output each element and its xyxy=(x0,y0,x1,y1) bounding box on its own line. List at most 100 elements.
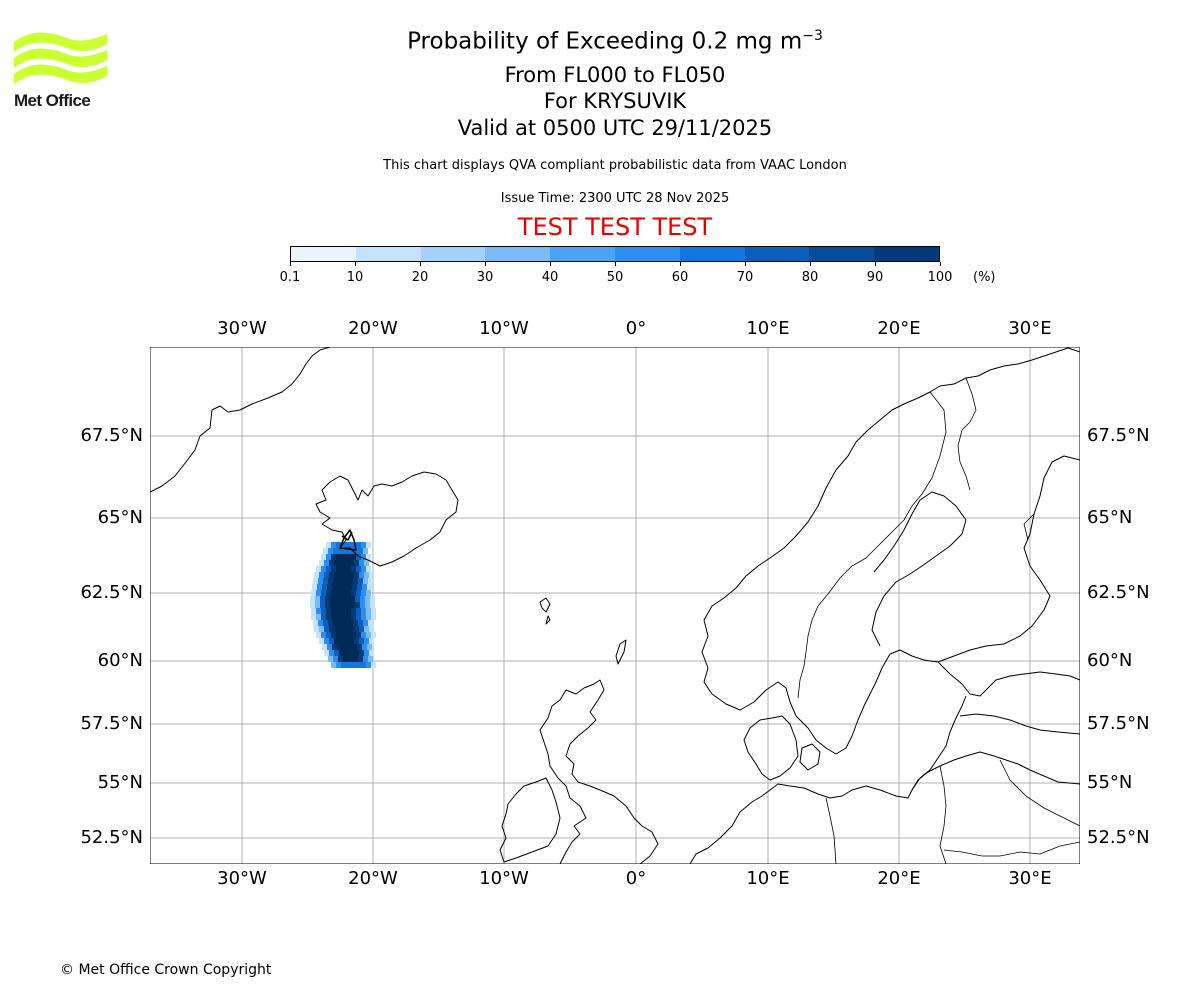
plume-cell xyxy=(313,578,318,584)
plume-cell xyxy=(359,626,364,632)
plume-cell xyxy=(368,656,373,662)
plume-cell xyxy=(356,608,361,614)
plume-cell xyxy=(326,542,331,548)
plume-cell xyxy=(310,602,315,608)
plume-cell xyxy=(356,614,361,620)
plume-cell xyxy=(349,638,354,644)
plume-cell xyxy=(321,554,326,560)
plume-cell xyxy=(362,584,367,590)
plume-cell xyxy=(358,656,363,662)
plume-cell xyxy=(316,566,321,572)
coast-zealand xyxy=(799,743,821,771)
plume-cell xyxy=(320,602,325,608)
plume-cell xyxy=(342,644,347,650)
plume-cell xyxy=(351,632,356,638)
plume-cell xyxy=(356,542,361,548)
plume-cell xyxy=(339,650,344,656)
plume-cell xyxy=(336,542,341,548)
plume-cell xyxy=(326,608,331,614)
chart-title-text: Probability of Exceeding 0.2 mg m xyxy=(407,28,803,55)
plume-cell xyxy=(366,590,371,596)
plume-cell xyxy=(366,662,371,668)
plume-cell xyxy=(333,578,338,584)
plume-cell xyxy=(362,644,367,650)
plume-cell xyxy=(353,620,358,626)
plume-cell xyxy=(369,626,374,632)
plume-cell xyxy=(321,614,326,620)
coast-continental-europe xyxy=(689,751,1080,864)
plume-cell xyxy=(341,566,346,572)
colorbar-tick-label: 90 xyxy=(866,270,884,285)
longitude-label-bottom: 20°W xyxy=(348,868,398,889)
plume-cell xyxy=(343,578,348,584)
plume-cell xyxy=(336,554,341,560)
plume-cell xyxy=(364,650,369,656)
colorbar-tick-label: 40 xyxy=(541,270,559,285)
coast-great-britain xyxy=(539,679,659,864)
latitude-label-left: 62.5°N xyxy=(80,582,143,603)
plume-cell xyxy=(312,584,317,590)
latitude-label-right: 67.5°N xyxy=(1087,425,1150,446)
plume-cell xyxy=(364,626,369,632)
border-poland-east xyxy=(939,765,947,864)
plume-cell xyxy=(346,632,351,638)
plume-cell xyxy=(326,590,331,596)
plume-cell xyxy=(316,608,321,614)
plume-cell xyxy=(339,626,344,632)
plume-cell xyxy=(359,560,364,566)
plume-cell xyxy=(367,584,372,590)
plume-cell xyxy=(343,656,348,662)
coast-gulf-of-bothnia xyxy=(871,519,967,647)
plume-cell xyxy=(361,614,366,620)
plume-cell xyxy=(348,578,353,584)
gridlines xyxy=(150,347,1080,864)
border-russia-south xyxy=(999,759,1080,827)
longitude-label-top: 30°E xyxy=(1008,318,1052,339)
plume-cell xyxy=(326,566,331,572)
plume-cell xyxy=(360,596,365,602)
plume-cell xyxy=(331,632,336,638)
plume-cell xyxy=(328,578,333,584)
plume-cell xyxy=(324,638,329,644)
plume-cell xyxy=(358,620,363,626)
plume-cell xyxy=(363,656,368,662)
plume-cell xyxy=(368,578,373,584)
chart-title-exponent: −3 xyxy=(802,28,823,44)
plume-cell xyxy=(357,644,362,650)
plume-cell xyxy=(339,560,344,566)
plume-cell xyxy=(366,608,371,614)
plume-cell xyxy=(359,638,364,644)
plume-cell xyxy=(329,638,334,644)
plume-cell xyxy=(331,662,336,668)
valid-time: Valid at 0500 UTC 29/11/2025 xyxy=(457,116,773,140)
latitude-label-left: 65°N xyxy=(97,507,143,528)
plume-cell xyxy=(324,650,329,656)
plume-cell xyxy=(330,602,335,608)
colorbar-tickmark xyxy=(615,262,616,266)
plume-cell xyxy=(349,560,354,566)
plume-cell xyxy=(357,584,362,590)
plume-cell xyxy=(349,572,354,578)
plume-cell xyxy=(341,590,346,596)
plume-cell xyxy=(322,644,327,650)
plume-cell xyxy=(325,596,330,602)
probability-colorbar xyxy=(290,246,940,262)
plume-cell xyxy=(319,572,324,578)
longitude-label-bottom: 20°E xyxy=(877,868,921,889)
plume-cell xyxy=(358,578,363,584)
flight-level-range: From FL000 to FL050 xyxy=(504,63,726,87)
plume-cell xyxy=(371,608,376,614)
plume-cell xyxy=(356,566,361,572)
colorbar-tickmark xyxy=(290,262,291,266)
longitude-label-top: 0° xyxy=(625,318,647,339)
plume-cell xyxy=(363,620,368,626)
plume-cell xyxy=(343,548,348,554)
plume-cell xyxy=(326,632,331,638)
plume-cell xyxy=(329,626,334,632)
longitude-label-top: 20°W xyxy=(348,318,398,339)
plume-cell xyxy=(315,602,320,608)
plume-cell xyxy=(361,590,366,596)
plume-cell xyxy=(330,596,335,602)
plume-cell xyxy=(365,602,370,608)
plume-cell xyxy=(345,602,350,608)
